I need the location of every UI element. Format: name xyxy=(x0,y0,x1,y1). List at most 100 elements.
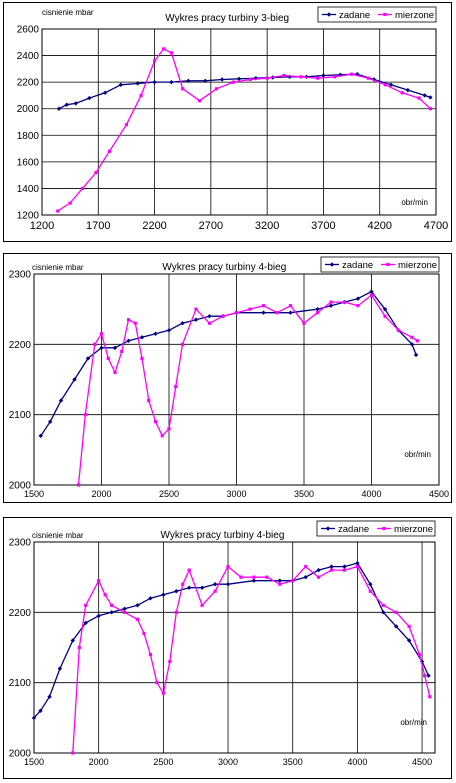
data-point-mierzone xyxy=(187,568,191,572)
data-point-mierzone xyxy=(122,610,127,614)
data-point-mierzone xyxy=(97,579,101,583)
data-point-mierzone xyxy=(394,610,398,614)
data-point-zadane xyxy=(203,78,208,84)
x-tick-label: 2000 xyxy=(89,757,109,767)
data-point-zadane xyxy=(409,342,415,347)
data-point-mierzone xyxy=(155,681,159,685)
y-tick-label: 2400 xyxy=(17,51,40,62)
data-point-zadane xyxy=(102,90,108,95)
data-point-zadane xyxy=(236,76,242,82)
y-tick-label: 1400 xyxy=(17,184,40,195)
data-point-zadane xyxy=(73,101,78,106)
data-point-zadane xyxy=(112,345,118,351)
legend-label-zadane: zadane xyxy=(338,524,369,535)
data-point-mierzone xyxy=(304,565,308,569)
y-tick-label: 2300 xyxy=(9,538,32,549)
chart-title: Wykres pracy turbiny 4-bieg xyxy=(162,262,286,273)
data-point-mierzone xyxy=(142,631,146,636)
data-point-zadane xyxy=(261,310,266,315)
data-point-zadane xyxy=(87,95,92,101)
data-point-zadane xyxy=(369,289,374,294)
data-point-mierzone xyxy=(316,76,320,80)
data-point-mierzone xyxy=(234,311,239,315)
data-point-mierzone xyxy=(181,87,185,91)
data-point-mierzone xyxy=(226,565,230,569)
data-point-zadane xyxy=(180,321,185,326)
data-point-mierzone xyxy=(167,427,171,431)
data-point-mierzone xyxy=(76,483,81,487)
y-tick-label: 2100 xyxy=(9,678,32,689)
data-point-mierzone xyxy=(133,321,137,325)
data-point-mierzone xyxy=(342,300,347,304)
x-tick-label: 2700 xyxy=(199,220,223,232)
x-tick-label: 1500 xyxy=(24,489,44,499)
data-point-mierzone xyxy=(261,304,266,308)
data-point-mierzone xyxy=(68,201,72,205)
x-tick-label: 3000 xyxy=(218,757,238,767)
chart-panel-2: 2000 2100 2200 2300 1500 2000 2500 3000 3500 4000… xyxy=(3,253,452,503)
legend-box xyxy=(320,256,440,273)
data-point-zadane xyxy=(388,82,394,87)
data-point-mierzone xyxy=(77,645,81,650)
x-tick-label: 2500 xyxy=(159,489,179,499)
y-axis-label: cisnienie mbar xyxy=(42,8,94,17)
chart-title: Wykres pracy turbiny 4-bieg xyxy=(161,530,285,541)
y-tick-label: 2200 xyxy=(9,608,32,619)
data-point-zadane xyxy=(64,102,69,107)
data-point-mierzone xyxy=(316,575,321,579)
data-point-mierzone xyxy=(103,593,107,597)
data-point-mierzone xyxy=(139,93,143,98)
y-tick-label: 2300 xyxy=(9,270,32,281)
x-axis-label: obr/min xyxy=(401,198,428,207)
data-point-zadane xyxy=(382,306,388,312)
data-point-zadane xyxy=(288,310,293,315)
data-point-mierzone xyxy=(248,77,252,82)
data-point-mierzone xyxy=(248,307,252,311)
data-point-zadane xyxy=(118,82,123,87)
data-point-mierzone xyxy=(198,99,202,103)
data-point-mierzone xyxy=(148,652,153,657)
plot-area xyxy=(41,28,437,216)
data-point-mierzone xyxy=(126,318,131,322)
data-point-zadane xyxy=(85,356,91,361)
data-point-mierzone xyxy=(221,314,225,318)
data-point-mierzone xyxy=(174,610,178,614)
chart-svg-1: 1200 1400 1600 1800 2000 2200 2400 2600 1200 1700… xyxy=(17,6,448,232)
data-point-zadane xyxy=(56,106,62,111)
data-point-zadane xyxy=(207,314,212,319)
x-tick-label: 4000 xyxy=(361,489,381,499)
data-point-mierzone xyxy=(369,293,374,297)
data-point-zadane xyxy=(219,77,225,82)
x-tick-label: 3200 xyxy=(255,220,279,232)
data-point-mierzone xyxy=(80,186,85,191)
legend-marker-zadane xyxy=(329,262,335,267)
data-point-zadane xyxy=(122,606,127,612)
legend-marker-zadane xyxy=(325,526,331,531)
data-point-mierzone xyxy=(428,695,432,699)
data-point-zadane xyxy=(315,306,320,312)
x-tick-label: 2500 xyxy=(153,757,173,767)
data-point-mierzone xyxy=(396,328,401,332)
y-tick-label: 2100 xyxy=(9,410,32,421)
data-point-mierzone xyxy=(239,575,243,579)
data-point-mierzone xyxy=(194,307,198,311)
legend-label-zadane: zadane xyxy=(342,260,373,271)
data-point-mierzone xyxy=(99,332,104,336)
legend-label-zadane: zadane xyxy=(339,10,370,21)
data-point-mierzone xyxy=(252,575,256,579)
data-point-mierzone xyxy=(124,123,129,127)
data-point-mierzone xyxy=(153,420,158,424)
data-point-zadane xyxy=(422,93,427,98)
data-point-mierzone xyxy=(381,603,385,607)
data-point-mierzone xyxy=(407,624,411,628)
data-point-mierzone xyxy=(135,617,140,621)
data-point-mierzone xyxy=(140,356,144,360)
data-point-mierzone xyxy=(278,582,282,586)
y-tick-label: 2000 xyxy=(9,481,32,492)
data-point-mierzone xyxy=(168,659,172,664)
data-point-zadane xyxy=(99,345,104,351)
x-tick-label: 2000 xyxy=(91,489,111,499)
y-tick-label: 1800 xyxy=(17,131,40,142)
data-point-mierzone xyxy=(265,575,269,579)
